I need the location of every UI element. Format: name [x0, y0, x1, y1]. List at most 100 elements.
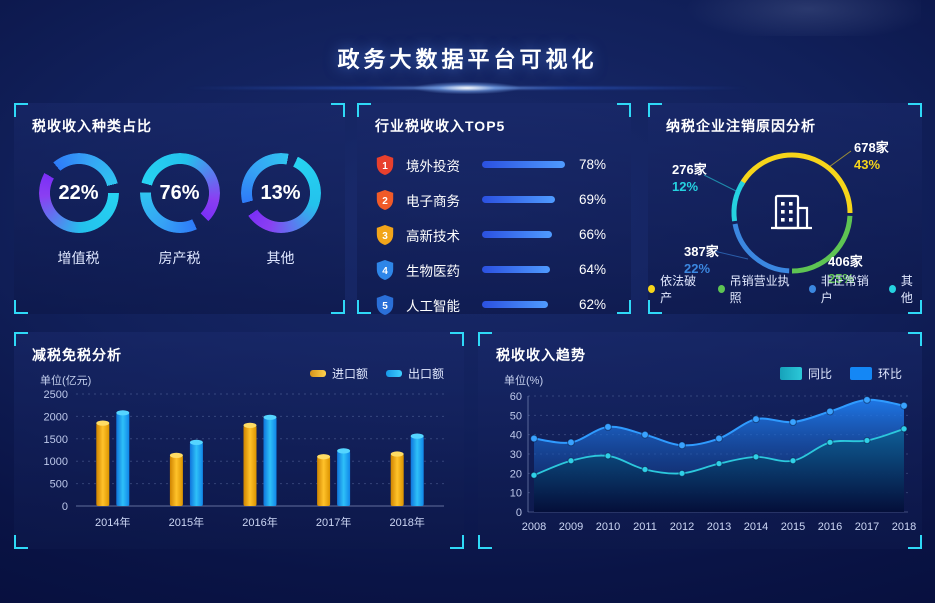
- legend-marker-icon: [779, 367, 802, 380]
- corner-bracket: [14, 332, 28, 346]
- panel-title: 行业税收收入TOP5: [375, 118, 506, 134]
- top5-row: 5 人工智能 62%: [375, 287, 615, 322]
- industry-label: 高新技术: [406, 228, 460, 244]
- svg-text:2014: 2014: [744, 521, 768, 533]
- corner-bracket: [617, 103, 631, 117]
- legend-dot-icon: [648, 285, 656, 293]
- data-point: [752, 415, 760, 424]
- donut-segment: [731, 152, 853, 274]
- panel-trend: 税收收入趋势 单位(%) 同比 环比 0 10 20 30 40 50 60 2008 2009 2…: [478, 332, 922, 549]
- svg-text:2012: 2012: [670, 521, 694, 533]
- legend-item[interactable]: 非正常销户: [808, 272, 874, 306]
- tax-type-rings: 22% 增值税 76% 房产税 13% 其他: [14, 153, 345, 268]
- svg-text:2013: 2013: [707, 521, 731, 533]
- data-point: [900, 401, 908, 410]
- segment-percentage: 43%: [854, 157, 881, 172]
- industry-bar: [482, 301, 567, 308]
- corner-bracket: [908, 535, 922, 549]
- corner-bracket: [357, 103, 371, 117]
- segment-callout: 387家 22%: [684, 243, 719, 277]
- bar: [243, 425, 257, 506]
- industry-percentage: 66%: [579, 227, 607, 242]
- segment-callout: 406家 25%: [828, 253, 863, 287]
- legend-label: 依法破产: [660, 274, 697, 305]
- svg-text:2011: 2011: [633, 521, 657, 533]
- svg-text:0: 0: [62, 501, 68, 513]
- legend-dot-icon: [808, 285, 816, 293]
- corner-bracket: [617, 300, 631, 314]
- panel-deregistration: 纳税企业注销原因分析 678家 43% 406家 25% 387家 22% 276家 12% …: [648, 103, 922, 314]
- data-point: [863, 395, 871, 404]
- legend-item[interactable]: 吊销营业执照: [717, 272, 794, 306]
- rank-badge-icon: 3: [376, 224, 394, 245]
- corner-bracket: [14, 300, 28, 314]
- ring-arc: [139, 153, 220, 233]
- svg-text:2016年: 2016年: [242, 515, 277, 529]
- industry-label: 境外投资: [406, 158, 460, 174]
- bar: [337, 450, 351, 506]
- ring-label: 房产税: [158, 250, 201, 266]
- legend-yoy[interactable]: 同比: [779, 365, 832, 382]
- corner-bracket: [908, 332, 922, 346]
- legend-item[interactable]: 依法破产: [648, 272, 703, 306]
- svg-text:2018年: 2018年: [389, 515, 424, 529]
- svg-text:2010: 2010: [596, 521, 620, 533]
- ring-percentage: 76%: [159, 181, 200, 204]
- corner-bracket: [908, 300, 922, 314]
- data-point: [678, 469, 686, 477]
- rank-badge-icon: 4: [376, 259, 394, 280]
- svg-text:2000: 2000: [44, 411, 68, 423]
- legend-dot-icon: [888, 285, 896, 293]
- light-flare: [187, 80, 747, 96]
- rank-badge-icon: 5: [376, 294, 394, 315]
- svg-text:2015: 2015: [781, 521, 805, 533]
- corner-bracket: [908, 103, 922, 117]
- svg-text:20: 20: [510, 468, 522, 480]
- rank-badge-icon: 2: [376, 189, 394, 210]
- rank-badge-icon: 1: [376, 154, 394, 175]
- panel-industry-top5: 行业税收收入TOP5 1 境外投资 78% 2 电子商务 69% 3 高新技术 66% 4 生物医药…: [357, 103, 631, 315]
- segment-percentage: 12%: [672, 179, 699, 194]
- legend-label: 出口额: [407, 367, 444, 381]
- legend-mom[interactable]: 环比: [849, 365, 902, 382]
- bar: [96, 423, 110, 506]
- top5-row: 1 境外投资 78%: [375, 147, 615, 182]
- bar-chart-legend: 进口额 出口额: [309, 365, 444, 382]
- segment-count: 276家: [672, 162, 707, 177]
- top5-row: 3 高新技术 66%: [375, 217, 615, 252]
- donut-ring-1: 22% 增值税: [38, 153, 119, 268]
- corner-bracket: [14, 103, 28, 117]
- industry-percentage: 69%: [579, 192, 607, 207]
- dashboard-header: 政务大数据平台可视化: [0, 42, 935, 74]
- data-point: [678, 441, 686, 450]
- svg-text:1: 1: [382, 161, 388, 172]
- svg-text:2: 2: [382, 196, 388, 207]
- corner-bracket: [478, 535, 492, 549]
- svg-text:2008: 2008: [522, 521, 546, 533]
- svg-text:50: 50: [510, 410, 522, 422]
- data-point: [752, 453, 760, 461]
- legend-export[interactable]: 出口额: [385, 365, 444, 382]
- background-wisp: [671, 0, 921, 36]
- deregistration-donut: [731, 152, 853, 274]
- data-point: [715, 434, 723, 443]
- donut-ring-2: 76% 房产税: [139, 153, 220, 268]
- data-point: [567, 438, 575, 447]
- legend-label: 同比: [807, 367, 832, 381]
- svg-text:5: 5: [382, 301, 388, 312]
- top5-list: 1 境外投资 78% 2 电子商务 69% 3 高新技术 66% 4 生物医药 64% 5 人工智能 62%: [375, 147, 615, 322]
- page-title: 政务大数据平台可视化: [337, 47, 598, 72]
- data-point: [604, 423, 612, 431]
- industry-bar: [482, 266, 567, 273]
- legend-item[interactable]: 其他: [888, 272, 922, 306]
- bar: [317, 456, 331, 506]
- data-point: [789, 418, 797, 426]
- svg-text:30: 30: [510, 449, 522, 461]
- ring-label: 其他: [266, 250, 295, 266]
- legend-import[interactable]: 进口额: [309, 365, 368, 382]
- data-point: [641, 430, 649, 439]
- ring-label: 增值税: [57, 250, 100, 266]
- svg-text:500: 500: [50, 479, 68, 491]
- corner-bracket: [450, 332, 464, 346]
- yoy-area: [534, 428, 904, 512]
